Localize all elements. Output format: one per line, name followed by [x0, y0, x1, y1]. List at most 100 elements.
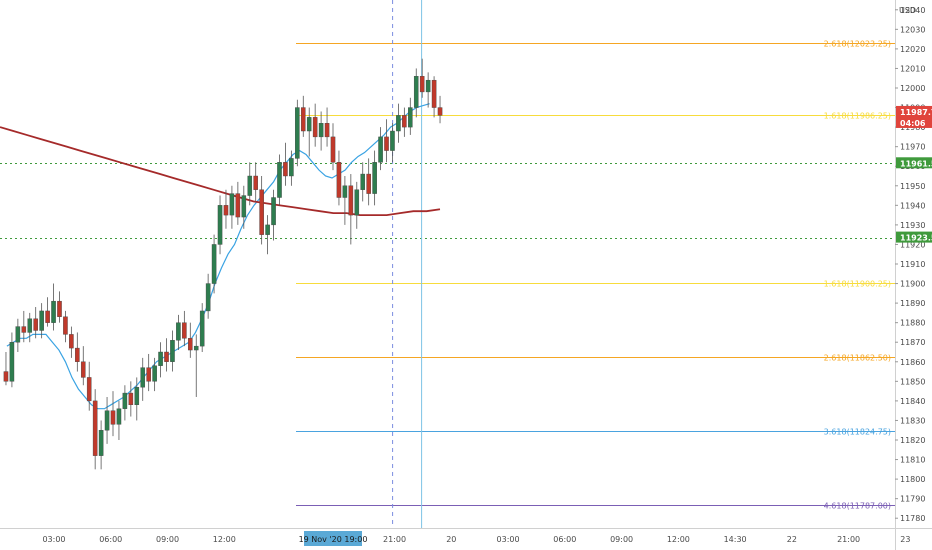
candle[interactable] — [122, 385, 128, 421]
candle[interactable] — [205, 273, 211, 319]
candle[interactable] — [140, 357, 146, 401]
candle[interactable] — [253, 162, 258, 202]
candle[interactable] — [63, 310, 68, 343]
candle[interactable] — [146, 353, 151, 392]
candle[interactable] — [390, 123, 395, 163]
candle[interactable] — [437, 95, 443, 124]
candle[interactable] — [330, 123, 336, 171]
candle[interactable] — [378, 127, 383, 171]
candle[interactable] — [33, 307, 38, 339]
candle-body — [324, 122, 330, 138]
candle[interactable] — [9, 332, 15, 388]
candle[interactable] — [372, 150, 377, 206]
currency-label: USD — [899, 6, 916, 15]
candle[interactable] — [419, 58, 425, 98]
candles-layer[interactable] — [3, 58, 443, 470]
candle[interactable] — [235, 181, 241, 225]
candle[interactable] — [271, 189, 276, 241]
candle[interactable] — [318, 111, 324, 151]
candle[interactable] — [289, 150, 294, 186]
price-tag-value: 11987.75 — [900, 108, 932, 117]
candle-body — [342, 185, 348, 198]
x-axis[interactable]: 03:00 06:00 09:00 12:00 21:00 20 03:00 06:00 09:… — [42, 531, 910, 546]
candle[interactable] — [348, 174, 354, 245]
candle-body — [378, 136, 383, 163]
candle[interactable] — [324, 107, 330, 147]
candle[interactable] — [217, 195, 223, 255]
candle[interactable] — [164, 338, 169, 372]
candle[interactable] — [86, 361, 92, 411]
candle[interactable] — [342, 176, 348, 225]
candle[interactable] — [176, 314, 181, 351]
candle-body — [140, 367, 146, 388]
candle[interactable] — [425, 72, 431, 108]
y-axis[interactable]: 11780 11790 11800 11810 11820 11830 11840 11850… — [895, 6, 925, 523]
candle[interactable] — [27, 312, 33, 343]
candle[interactable] — [265, 215, 270, 255]
candle[interactable] — [110, 391, 116, 437]
candle[interactable] — [170, 330, 175, 372]
price-tag-value: 11961.50 — [900, 159, 932, 168]
candle[interactable] — [152, 357, 157, 392]
candle[interactable] — [229, 185, 235, 229]
candle-body — [425, 79, 431, 93]
x-tick-label: 09:00 — [156, 535, 179, 544]
candle[interactable] — [384, 119, 389, 163]
candle[interactable] — [241, 185, 247, 229]
candle-body — [92, 400, 98, 456]
candle[interactable] — [3, 352, 9, 386]
price-tag — [896, 157, 932, 169]
candle[interactable] — [408, 97, 413, 135]
candle[interactable] — [15, 318, 21, 352]
x-highlight-box — [304, 531, 362, 546]
candle[interactable] — [413, 68, 419, 118]
candle[interactable] — [57, 291, 62, 323]
y-tick-label: 11940 — [900, 201, 925, 210]
candle[interactable] — [247, 162, 253, 206]
candle[interactable] — [431, 76, 437, 118]
price-tag — [896, 231, 932, 243]
candle[interactable] — [51, 283, 56, 331]
candle[interactable] — [295, 99, 300, 167]
candle[interactable] — [45, 297, 50, 327]
candle[interactable] — [128, 381, 134, 417]
candle[interactable] — [354, 181, 360, 229]
candle-body — [33, 318, 38, 331]
candle-body — [57, 300, 62, 317]
candle[interactable] — [39, 303, 44, 339]
candle[interactable] — [193, 334, 199, 397]
y-tick-label: 11900 — [900, 280, 925, 289]
candle[interactable] — [336, 150, 342, 206]
candle[interactable] — [199, 303, 205, 352]
candle[interactable] — [396, 103, 401, 143]
candle[interactable] — [283, 142, 288, 186]
candle-body — [9, 342, 15, 382]
candle[interactable] — [366, 158, 371, 206]
candle[interactable] — [312, 103, 318, 147]
candle[interactable] — [75, 332, 80, 372]
candle-body — [170, 340, 175, 362]
candle[interactable] — [223, 189, 229, 229]
candle[interactable] — [300, 95, 306, 137]
candle-body — [229, 193, 235, 216]
candle[interactable] — [188, 322, 193, 358]
candle[interactable] — [98, 420, 104, 470]
candle[interactable] — [182, 310, 187, 347]
candle[interactable] — [69, 326, 74, 358]
candle[interactable] — [104, 396, 110, 444]
candle[interactable] — [211, 234, 217, 294]
candle[interactable] — [306, 107, 312, 157]
candle[interactable] — [360, 162, 366, 202]
candle[interactable] — [134, 377, 140, 421]
candle[interactable] — [158, 342, 163, 378]
candle[interactable] — [92, 389, 98, 470]
candle[interactable] — [259, 176, 264, 245]
candle[interactable] — [21, 310, 27, 343]
x-tick-label: 09:00 — [610, 535, 633, 544]
candle[interactable] — [402, 107, 407, 137]
candle[interactable] — [80, 346, 86, 386]
candle[interactable] — [277, 154, 282, 206]
candle[interactable] — [116, 400, 122, 440]
candle-body — [193, 345, 199, 351]
